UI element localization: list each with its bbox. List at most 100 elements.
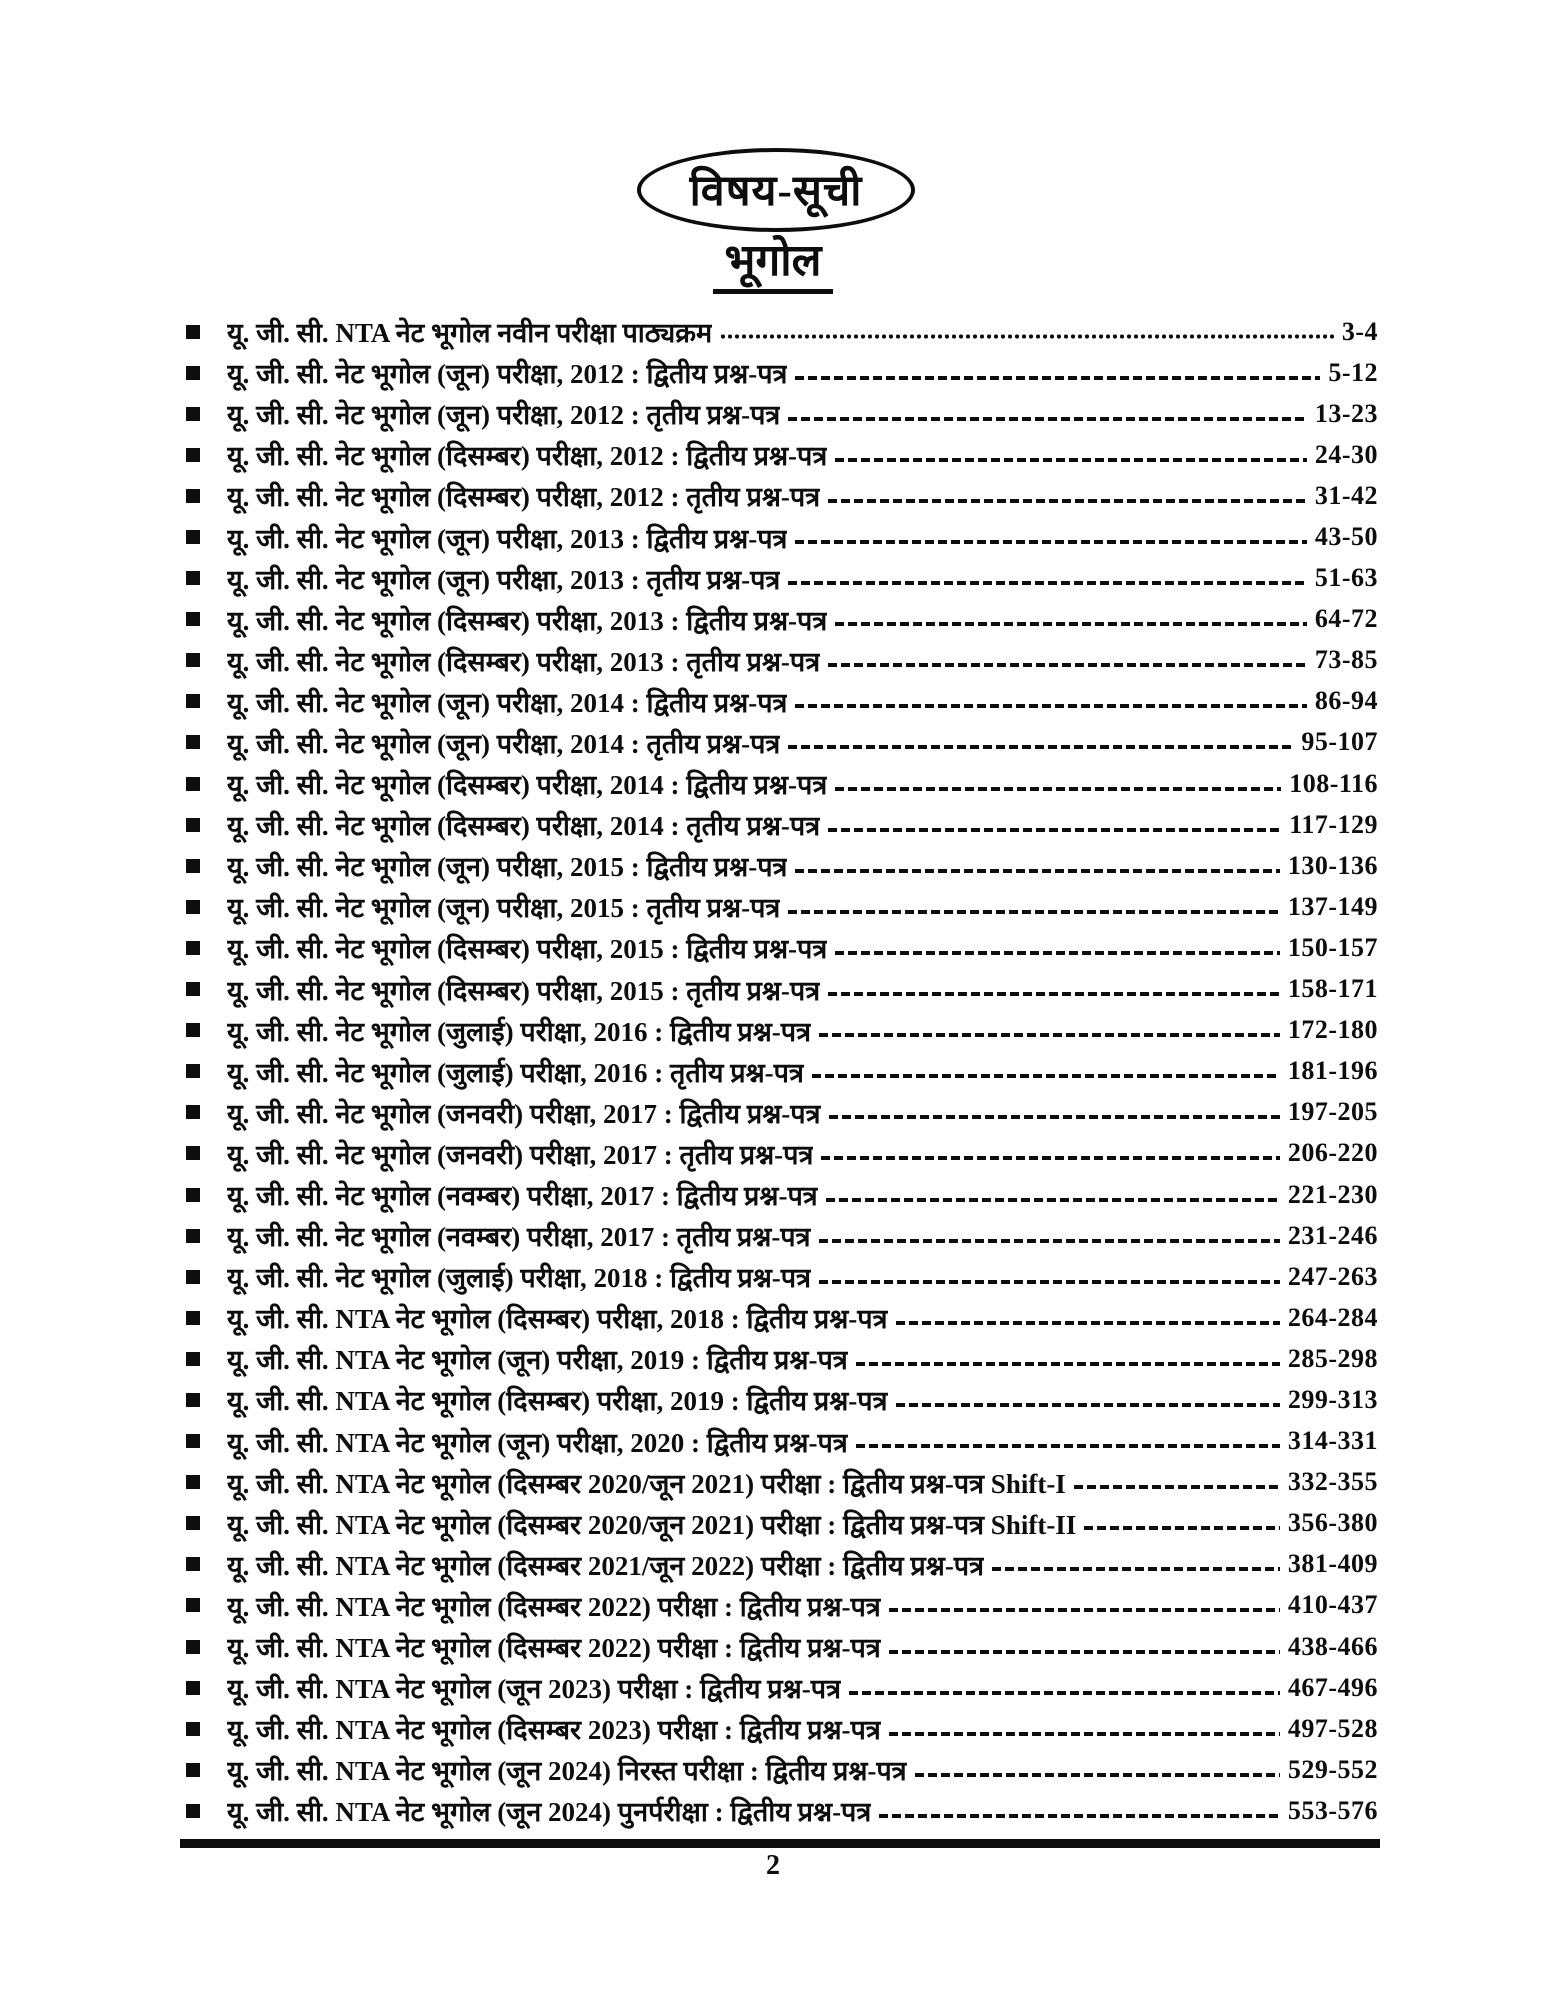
entry-title: यू. जी. सी. NTA नेट भूगोल (जून 2024) पुन…	[227, 1797, 872, 1828]
bullet-square-icon	[186, 1557, 200, 1572]
dashed-leader	[992, 1567, 1280, 1572]
dashed-leader	[795, 704, 1307, 709]
entry-pages: 221-230	[1287, 1179, 1378, 1209]
entry-title: यू. जी. सी. NTA नेट भूगोल (जून 2023) परी…	[227, 1674, 841, 1705]
dashed-leader	[1084, 1526, 1280, 1531]
dashed-leader	[819, 1033, 1280, 1038]
toc-entry: यू. जी. सी. NTA नेट भूगोल (दिसम्बर 2022)…	[186, 1626, 1378, 1667]
dashed-leader	[795, 540, 1307, 545]
dashed-leader	[835, 457, 1307, 462]
bullet-square-icon	[186, 1803, 200, 1818]
dashed-leader	[788, 745, 1294, 750]
dashed-leader	[888, 1608, 1280, 1613]
entry-title: यू. जी. सी. NTA नेट भूगोल (जून 2024) निर…	[227, 1756, 907, 1787]
dotted-leader	[720, 334, 1334, 340]
toc-entry: यू. जी. सी. नेट भूगोल (जून) परीक्षा, 201…	[186, 393, 1378, 434]
bullet-square-icon	[186, 1434, 200, 1449]
toc-entry: यू. जी. सी. NTA नेट भूगोल (दिसम्बर) परीक…	[186, 1379, 1378, 1420]
bullet-square-icon	[186, 858, 200, 873]
entry-pages: 31-42	[1314, 480, 1378, 510]
entry-title: यू. जी. सी. नेट भूगोल (जुलाई) परीक्षा, 2…	[227, 1016, 812, 1047]
entry-title: यू. जी. सी. NTA नेट भूगोल (दिसम्बर) परीक…	[227, 1304, 888, 1335]
bullet-square-icon	[186, 447, 200, 462]
toc-entry: यू. जी. सी. नेट भूगोल (जुलाई) परीक्षा, 2…	[186, 1256, 1378, 1297]
entry-title: यू. जी. सी. NTA नेट भूगोल (दिसम्बर 2023)…	[227, 1715, 881, 1746]
bullet-square-icon	[186, 1392, 200, 1407]
toc-entry: यू. जी. सी. नेट भूगोल (जून) परीक्षा, 201…	[186, 516, 1378, 557]
dashed-leader	[835, 622, 1307, 627]
entry-pages: 43-50	[1314, 522, 1378, 552]
entry-pages: 73-85	[1314, 645, 1378, 675]
toc-entry: यू. जी. सी. NTA नेट भूगोल (दिसम्बर 2023)…	[186, 1708, 1378, 1749]
entry-pages: 285-298	[1287, 1343, 1378, 1373]
entry-title: यू. जी. सी. NTA नेट भूगोल (दिसम्बर 2022)…	[227, 1591, 881, 1622]
entry-pages: 130-136	[1287, 850, 1378, 880]
entry-pages: 24-30	[1314, 439, 1378, 469]
bullet-square-icon	[186, 1064, 200, 1079]
entry-pages: 381-409	[1287, 1549, 1378, 1579]
bullet-square-icon	[186, 571, 200, 586]
toc-entry: यू. जी. सी. NTA नेट भूगोल (जून 2024) निर…	[186, 1749, 1378, 1790]
footer-rule	[180, 1839, 1380, 1848]
dashed-leader	[895, 1402, 1280, 1407]
entry-title: यू. जी. सी. नेट भूगोल (दिसम्बर) परीक्षा,…	[227, 441, 828, 472]
toc-entry: यू. जी. सी. नेट भूगोल (दिसम्बर) परीक्षा,…	[186, 969, 1378, 1010]
toc-entry: यू. जी. सी. नेट भूगोल (नवम्बर) परीक्षा, …	[186, 1174, 1378, 1215]
page-number: 2	[766, 1850, 780, 1881]
dashed-leader	[795, 868, 1280, 873]
entry-pages: 137-149	[1287, 891, 1378, 921]
bullet-square-icon	[186, 530, 200, 545]
entry-pages: 117-129	[1289, 809, 1378, 839]
bullet-square-icon	[186, 1023, 200, 1038]
entry-title: यू. जी. सी. नेट भूगोल (जून) परीक्षा, 201…	[227, 728, 781, 759]
toc-entry: यू. जी. सी. NTA नेट भूगोल (दिसम्बर 2022)…	[186, 1585, 1378, 1626]
bullet-square-icon	[186, 1310, 200, 1325]
entry-pages: 410-437	[1287, 1590, 1378, 1620]
entry-title: यू. जी. सी. नेट भूगोल (दिसम्बर) परीक्षा,…	[227, 811, 821, 842]
toc-entry: यू. जी. सी. नेट भूगोल (जून) परीक्षा, 201…	[186, 722, 1378, 763]
toc-entry: यू. जी. सी. नेट भूगोल (दिसम्बर) परीक्षा,…	[186, 640, 1378, 681]
entry-title: यू. जी. सी. नेट भूगोल (दिसम्बर) परीक्षा,…	[227, 770, 828, 801]
dashed-leader	[788, 581, 1307, 586]
subject-list-badge: विषय-सूची	[637, 148, 915, 232]
toc-entry: यू. जी. सी. नेट भूगोल (जून) परीक्षा, 201…	[186, 886, 1378, 927]
toc-entry: यू. जी. सी. नेट भूगोल (जुलाई) परीक्षा, 2…	[186, 1051, 1378, 1092]
toc-entry: यू. जी. सी. नेट भूगोल (जुलाई) परीक्षा, 2…	[186, 1010, 1378, 1051]
entry-title: यू. जी. सी. NTA नेट भूगोल (जून) परीक्षा,…	[227, 1427, 848, 1458]
dashed-leader	[1073, 1485, 1280, 1490]
dashed-leader	[879, 1813, 1280, 1818]
bullet-square-icon	[186, 488, 200, 503]
entry-title: यू. जी. सी. नेट भूगोल (जून) परीक्षा, 201…	[227, 359, 788, 390]
toc-entry: यू. जी. सी. नेट भूगोल (दिसम्बर) परीक्षा,…	[186, 763, 1378, 804]
toc-entry: यू. जी. सी. NTA नेट भूगोल (जून 2023) परी…	[186, 1667, 1378, 1708]
dashed-leader	[848, 1690, 1280, 1695]
bullet-square-icon	[186, 612, 200, 627]
entry-title: यू. जी. सी. नेट भूगोल (दिसम्बर) परीक्षा,…	[227, 482, 821, 513]
entry-title: यू. जी. सी. नेट भूगोल (जून) परीक्षा, 201…	[227, 400, 781, 431]
dashed-leader	[914, 1772, 1280, 1777]
dashed-leader	[828, 827, 1282, 832]
entry-pages: 206-220	[1287, 1138, 1378, 1168]
toc-entry: यू. जी. सी. नेट भूगोल (दिसम्बर) परीक्षा,…	[186, 475, 1378, 516]
bullet-square-icon	[186, 817, 200, 832]
entry-pages: 108-116	[1289, 768, 1378, 798]
entry-pages: 231-246	[1287, 1220, 1378, 1250]
bullet-square-icon	[186, 1228, 200, 1243]
entry-pages: 356-380	[1287, 1508, 1378, 1538]
toc-entry: यू. जी. सी. नेट भूगोल (जनवरी) परीक्षा, 2…	[186, 1092, 1378, 1133]
dashed-leader	[819, 1279, 1280, 1284]
entry-pages: 5-12	[1328, 357, 1378, 387]
dashed-leader	[828, 663, 1307, 668]
section-title-wrap: भूगोल	[0, 236, 1546, 294]
entry-title: यू. जी. सी. नेट भूगोल (जुलाई) परीक्षा, 2…	[227, 1263, 812, 1294]
dashed-leader	[828, 498, 1307, 503]
entry-title: यू. जी. सी. नेट भूगोल (जनवरी) परीक्षा, 2…	[227, 1098, 821, 1129]
bullet-square-icon	[186, 1516, 200, 1531]
bullet-square-icon	[186, 899, 200, 914]
entry-pages: 497-528	[1287, 1713, 1378, 1743]
toc-entry: यू. जी. सी. NTA नेट भूगोल (दिसम्बर 2020/…	[186, 1462, 1378, 1503]
bullet-square-icon	[186, 1639, 200, 1654]
toc-entry: यू. जी. सी. NTA नेट भूगोल (जून) परीक्षा,…	[186, 1421, 1378, 1462]
bullet-square-icon	[186, 940, 200, 955]
entry-title: यू. जी. सी. NTA नेट भूगोल (दिसम्बर 2020/…	[227, 1468, 1066, 1499]
